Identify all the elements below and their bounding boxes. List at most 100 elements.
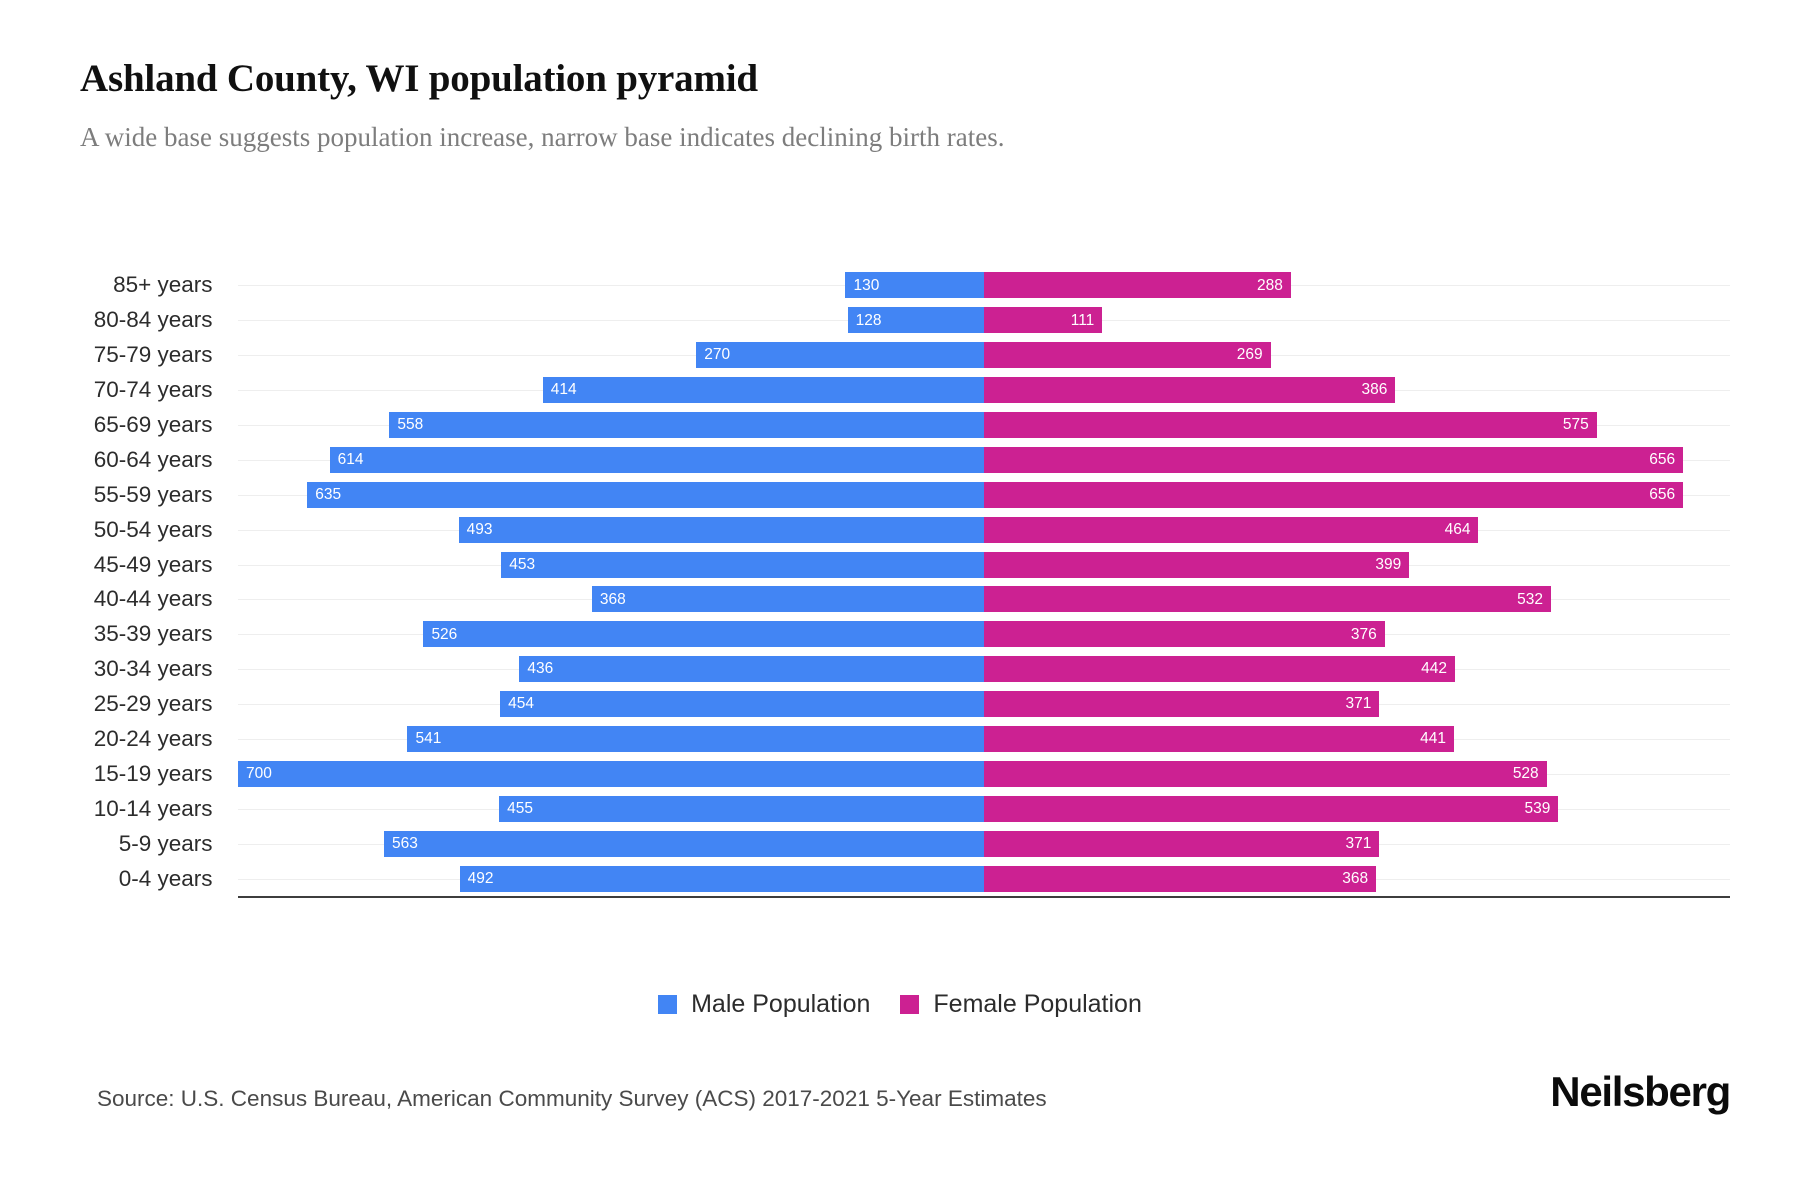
female-bar-value: 376	[1350, 625, 1377, 643]
pyramid-row: 30-34 years 436 442	[94, 652, 1730, 687]
male-bar[interactable]: 541	[407, 726, 984, 753]
female-bar-value: 442	[1421, 660, 1448, 678]
age-group-label: 25-29 years	[93, 691, 213, 717]
pyramid-row: 0-4 years 492 368	[119, 861, 1730, 896]
female-bar[interactable]: 464	[984, 516, 1479, 543]
age-group-label: 75-79 years	[93, 342, 213, 368]
female-bar-value: 441	[1420, 730, 1446, 748]
female-bar-value: 269	[1236, 346, 1263, 364]
chart-title: Ashland County, WI population pyramid	[80, 57, 758, 100]
male-bar[interactable]: 414	[542, 377, 984, 404]
male-bar[interactable]: 130	[845, 272, 984, 299]
age-group-label: 70-74 years	[93, 377, 213, 403]
female-bar-value: 464	[1444, 520, 1471, 538]
age-group-label: 55-59 years	[93, 481, 213, 507]
female-bar-value: 532	[1517, 590, 1543, 608]
male-bar-value: 541	[415, 730, 442, 748]
x-axis-baseline	[238, 896, 1730, 898]
pyramid-row: 25-29 years 454 371	[94, 687, 1730, 722]
male-bar[interactable]: 614	[329, 446, 984, 473]
pyramid-row: 75-79 years 270 269	[94, 338, 1730, 373]
female-bar[interactable]: 386	[984, 377, 1396, 404]
female-bar-value: 656	[1649, 486, 1676, 504]
pyramid-row: 10-14 years 455 539	[94, 791, 1730, 826]
female-bar-value: 371	[1345, 695, 1372, 713]
pyramid-row: 35-39 years 526 376	[94, 617, 1730, 652]
male-bar-value: 492	[467, 869, 494, 887]
pyramid-row: 70-74 years 414 386	[94, 373, 1730, 408]
male-bar[interactable]: 128	[847, 307, 984, 334]
female-bar[interactable]: 441	[984, 726, 1454, 753]
male-bar[interactable]: 270	[696, 342, 984, 369]
male-bar[interactable]: 526	[423, 621, 984, 648]
pyramid-row: 40-44 years 368 532	[94, 582, 1730, 617]
legend-item-female[interactable]: Female Population	[900, 990, 1142, 1019]
age-group-label: 30-34 years	[93, 656, 213, 682]
pyramid-row: 5-9 years 563 371	[119, 826, 1730, 861]
female-bar[interactable]: 368	[984, 865, 1377, 892]
male-bar-value: 526	[431, 625, 458, 643]
male-bar-value: 414	[550, 381, 577, 399]
age-group-label: 50-54 years	[93, 516, 213, 542]
female-bar[interactable]: 288	[984, 272, 1291, 299]
male-bar[interactable]: 368	[591, 586, 984, 613]
male-bar[interactable]: 454	[500, 691, 984, 718]
female-bar[interactable]: 399	[984, 551, 1410, 578]
male-bar-value: 436	[527, 660, 554, 678]
pyramid-row: 80-84 years 128 111	[94, 303, 1730, 338]
chart-legend: Male Population Female Population	[0, 990, 1800, 1019]
male-bar[interactable]: 436	[519, 656, 984, 683]
male-bar-value: 635	[315, 486, 342, 504]
age-group-label: 35-39 years	[93, 621, 213, 647]
male-bar[interactable]: 455	[499, 795, 984, 822]
pyramid-row: 45-49 years 453 399	[94, 547, 1730, 582]
male-bar-value: 614	[337, 451, 364, 469]
pyramid-row: 20-24 years 541 441	[94, 722, 1730, 757]
chart-subtitle: A wide base suggests population increase…	[80, 122, 1005, 152]
legend-item-male[interactable]: Male Population	[658, 990, 870, 1019]
female-bar[interactable]: 269	[984, 342, 1271, 369]
male-bar[interactable]: 563	[384, 830, 984, 857]
female-bar[interactable]: 376	[984, 621, 1385, 648]
male-bar-value: 700	[246, 765, 272, 783]
source-note: Source: U.S. Census Bureau, American Com…	[97, 1086, 1047, 1111]
female-bar[interactable]: 371	[984, 691, 1380, 718]
female-bar-value: 368	[1342, 869, 1369, 887]
male-bar-value: 128	[855, 311, 882, 329]
age-group-label: 45-49 years	[93, 551, 213, 577]
female-bar-value: 288	[1257, 276, 1283, 294]
male-color-swatch-icon	[658, 995, 678, 1014]
female-bar[interactable]: 532	[984, 586, 1551, 613]
brand-logo: Neilsberg	[1550, 1068, 1731, 1115]
male-bar[interactable]: 493	[458, 516, 984, 543]
age-group-label: 15-19 years	[93, 760, 213, 786]
female-bar-value: 528	[1512, 765, 1539, 783]
female-bar[interactable]: 575	[984, 412, 1597, 438]
age-group-label: 10-14 years	[93, 795, 213, 821]
female-bar[interactable]: 442	[984, 656, 1456, 683]
female-bar[interactable]: 539	[984, 795, 1559, 822]
male-bar[interactable]: 558	[389, 412, 984, 438]
age-group-label: 60-64 years	[93, 446, 213, 472]
male-bar-value: 454	[508, 695, 535, 713]
male-bar[interactable]: 700	[238, 760, 984, 787]
female-bar[interactable]: 528	[984, 760, 1547, 787]
pyramid-rows: 85+ years 130 288 80-84 years 128 111 75-79 ye…	[94, 268, 1730, 896]
pyramid-row: 15-19 years 700 528	[94, 756, 1730, 791]
female-bar[interactable]: 656	[984, 481, 1684, 508]
female-bar[interactable]: 111	[984, 307, 1103, 334]
male-bar[interactable]: 453	[501, 551, 984, 578]
female-bar[interactable]: 656	[984, 446, 1684, 473]
male-bar[interactable]: 635	[307, 481, 984, 508]
female-bar-value: 386	[1361, 381, 1388, 399]
male-bar-value: 368	[599, 590, 626, 608]
male-bar-value: 130	[853, 276, 880, 294]
female-bar-value: 371	[1345, 834, 1372, 852]
male-bar-value: 493	[466, 520, 493, 538]
age-group-label: 65-69 years	[93, 412, 213, 437]
female-bar[interactable]: 371	[984, 830, 1380, 857]
male-bar[interactable]: 492	[459, 865, 984, 892]
male-bar-value: 453	[509, 555, 536, 573]
